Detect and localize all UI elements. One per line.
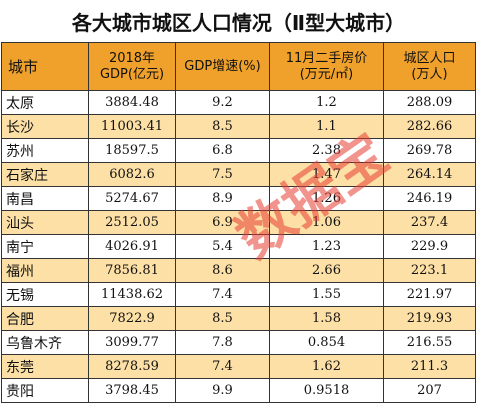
header-population: 城区人口 (万人) <box>383 42 476 91</box>
cell-price: 1.26 <box>269 186 384 211</box>
cell-city: 福州 <box>1 258 89 283</box>
table-row: 南昌 5274.67 8.9 1.26 246.19 <box>1 186 476 211</box>
table-row: 合肥 7822.9 8.5 1.58 219.93 <box>1 306 476 331</box>
table-row: 乌鲁木齐 3099.77 7.8 0.854 216.55 <box>1 330 476 355</box>
table-row: 长沙 11003.41 8.5 1.1 282.66 <box>1 114 476 139</box>
cell-gdp: 3884.48 <box>88 90 176 115</box>
cell-price: 1.47 <box>269 162 384 187</box>
cell-city: 东莞 <box>1 354 89 379</box>
cell-growth: 8.5 <box>175 114 270 139</box>
header-house-line1: 11月二手房价 <box>285 50 368 66</box>
cell-pop: 211.3 <box>383 354 476 379</box>
header-pop-line1: 城区人口 <box>403 50 456 66</box>
header-house-price: 11月二手房价 (万元/㎡) <box>269 42 384 91</box>
cell-pop: 216.55 <box>383 330 476 355</box>
table-row: 石家庄 6082.6 7.5 1.47 264.14 <box>1 162 476 187</box>
cell-growth: 8.6 <box>175 258 270 283</box>
table-title: 各大城市城区人口情况（Ⅱ型大城市） <box>71 10 406 35</box>
header-gdp-line2: GDP(亿元) <box>99 66 165 82</box>
cell-gdp: 18597.5 <box>88 138 176 163</box>
cell-growth: 7.5 <box>175 162 270 187</box>
cell-growth: 7.8 <box>175 330 270 355</box>
header-gdp-line1: 2018年 <box>108 50 156 66</box>
cell-pop: 223.1 <box>383 258 476 283</box>
cell-growth: 6.8 <box>175 138 270 163</box>
cell-growth: 9.2 <box>175 90 270 115</box>
cell-gdp: 7822.9 <box>88 306 176 331</box>
header-pop-line2: (万人) <box>411 66 448 82</box>
cell-growth: 6.9 <box>175 210 270 235</box>
cell-city: 汕头 <box>1 210 89 235</box>
cell-pop: 269.78 <box>383 138 476 163</box>
cell-growth: 8.5 <box>175 306 270 331</box>
cell-gdp: 11003.41 <box>88 114 176 139</box>
cell-pop: 288.09 <box>383 90 476 115</box>
cell-growth: 7.4 <box>175 354 270 379</box>
cell-city: 苏州 <box>1 138 89 163</box>
cell-price: 1.23 <box>269 234 384 259</box>
cell-pop: 207 <box>383 378 476 403</box>
header-gdp: 2018年 GDP(亿元) <box>88 42 176 91</box>
cell-growth: 7.4 <box>175 282 270 307</box>
table-row: 南宁 4026.91 5.4 1.23 229.9 <box>1 234 476 259</box>
table-row: 福州 7856.81 8.6 2.66 223.1 <box>1 258 476 283</box>
table-row: 无锡 11438.62 7.4 1.55 221.97 <box>1 282 476 307</box>
cell-price: 0.854 <box>269 330 384 355</box>
cell-pop: 221.97 <box>383 282 476 307</box>
cell-gdp: 11438.62 <box>88 282 176 307</box>
cell-price: 0.9518 <box>269 378 384 403</box>
cell-pop: 229.9 <box>383 234 476 259</box>
cell-pop: 246.19 <box>383 186 476 211</box>
cell-city: 乌鲁木齐 <box>1 330 89 355</box>
cell-growth: 9.9 <box>175 378 270 403</box>
table-row: 东莞 8278.59 7.4 1.62 211.3 <box>1 354 476 379</box>
cell-price: 1.2 <box>269 90 384 115</box>
header-house-line2: (万元/㎡) <box>299 66 354 82</box>
header-city: 城市 <box>1 42 89 91</box>
cell-gdp: 3798.45 <box>88 378 176 403</box>
cell-pop: 237.4 <box>383 210 476 235</box>
cell-pop: 282.66 <box>383 114 476 139</box>
cell-pop: 264.14 <box>383 162 476 187</box>
cell-gdp: 8278.59 <box>88 354 176 379</box>
cell-city: 长沙 <box>1 114 89 139</box>
cell-growth: 8.9 <box>175 186 270 211</box>
cell-price: 1.1 <box>269 114 384 139</box>
cell-city: 太原 <box>1 90 89 115</box>
cell-gdp: 6082.6 <box>88 162 176 187</box>
header-row: 城市 2018年 GDP(亿元) GDP增速(%) 11月二手房价 (万元/㎡)… <box>1 42 476 91</box>
cell-city: 合肥 <box>1 306 89 331</box>
cell-city: 南昌 <box>1 186 89 211</box>
cell-growth: 5.4 <box>175 234 270 259</box>
cell-price: 2.38 <box>269 138 384 163</box>
header-growth: GDP增速(%) <box>175 42 270 91</box>
cell-gdp: 2512.05 <box>88 210 176 235</box>
cell-price: 1.06 <box>269 210 384 235</box>
table-row: 贵阳 3798.45 9.9 0.9518 207 <box>1 378 476 403</box>
table-row: 苏州 18597.5 6.8 2.38 269.78 <box>1 138 476 163</box>
cell-gdp: 7856.81 <box>88 258 176 283</box>
cell-pop: 219.93 <box>383 306 476 331</box>
cell-city: 贵阳 <box>1 378 89 403</box>
table-row: 太原 3884.48 9.2 1.2 288.09 <box>1 90 476 115</box>
cell-price: 2.66 <box>269 258 384 283</box>
cell-gdp: 3099.77 <box>88 330 176 355</box>
cell-gdp: 5274.67 <box>88 186 176 211</box>
cell-city: 无锡 <box>1 282 89 307</box>
cell-city: 石家庄 <box>1 162 89 187</box>
cell-city: 南宁 <box>1 234 89 259</box>
table-row: 汕头 2512.05 6.9 1.06 237.4 <box>1 210 476 235</box>
cell-gdp: 4026.91 <box>88 234 176 259</box>
cell-price: 1.62 <box>269 354 384 379</box>
city-population-table: 城市 2018年 GDP(亿元) GDP增速(%) 11月二手房价 (万元/㎡)… <box>1 42 476 403</box>
cell-price: 1.58 <box>269 306 384 331</box>
cell-price: 1.55 <box>269 282 384 307</box>
